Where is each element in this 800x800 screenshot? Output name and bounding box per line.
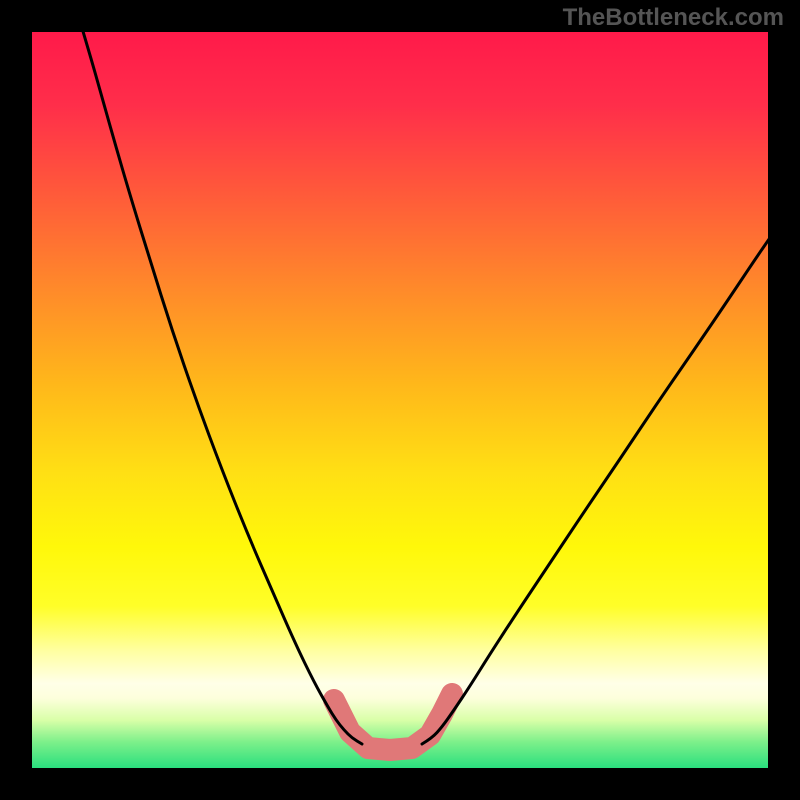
watermark-text: TheBottleneck.com bbox=[563, 4, 784, 32]
plot-area bbox=[32, 32, 768, 768]
chart-container: TheBottleneck.com bbox=[0, 0, 800, 800]
